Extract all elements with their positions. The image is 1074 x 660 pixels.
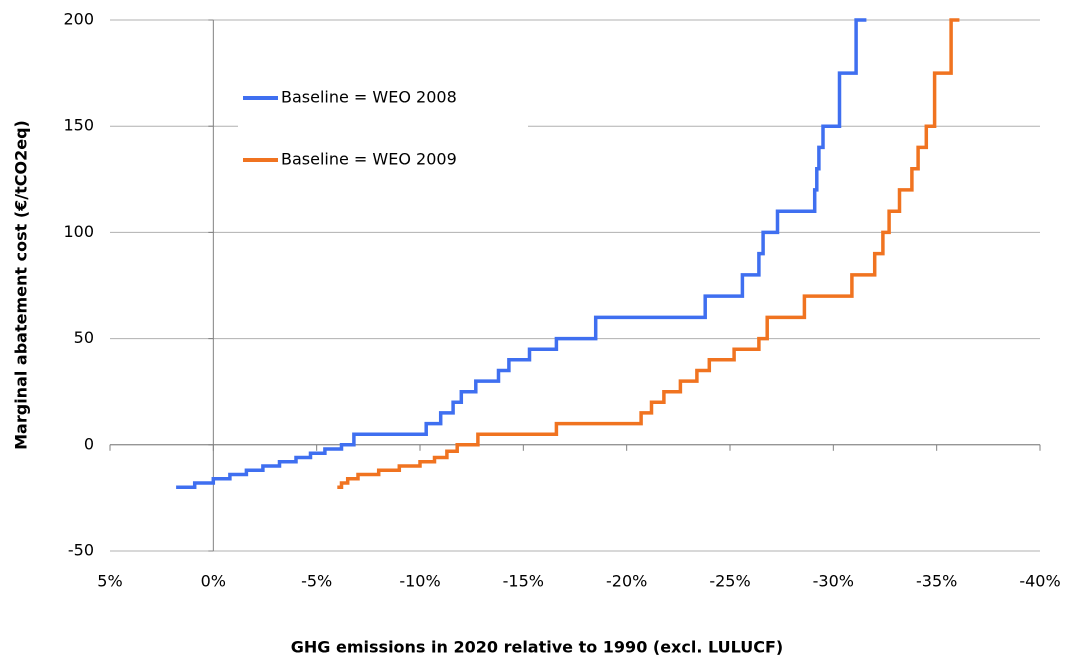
- y-tick-label: 0: [84, 434, 94, 453]
- y-tick-label: 200: [63, 10, 94, 29]
- y-tick-label: 150: [63, 116, 94, 135]
- x-tick-label: -5%: [301, 572, 332, 591]
- x-tick-label: 0%: [201, 572, 226, 591]
- x-tick-label: -40%: [1019, 572, 1060, 591]
- series-line: [337, 18, 960, 490]
- legend-box: [238, 70, 528, 190]
- x-tick-label: -30%: [813, 572, 854, 591]
- legend-label: Baseline = WEO 2009: [281, 150, 457, 169]
- x-tick-label: -10%: [399, 572, 440, 591]
- x-tick-label: -15%: [503, 572, 544, 591]
- y-tick-label: 50: [74, 328, 94, 347]
- x-axis-title: GHG emissions in 2020 relative to 1990 (…: [291, 638, 783, 657]
- x-tick-label: 5%: [97, 572, 122, 591]
- legend-label: Baseline = WEO 2008: [281, 88, 457, 107]
- y-axis-title: Marginal abatement cost (€/tCO2eq): [12, 120, 31, 450]
- x-tick-label: -20%: [606, 572, 647, 591]
- series-line: [176, 18, 867, 490]
- x-tick-label: -25%: [709, 572, 750, 591]
- y-tick-label: -50: [68, 541, 94, 560]
- y-tick-label: 100: [63, 222, 94, 241]
- x-tick-label: -35%: [916, 572, 957, 591]
